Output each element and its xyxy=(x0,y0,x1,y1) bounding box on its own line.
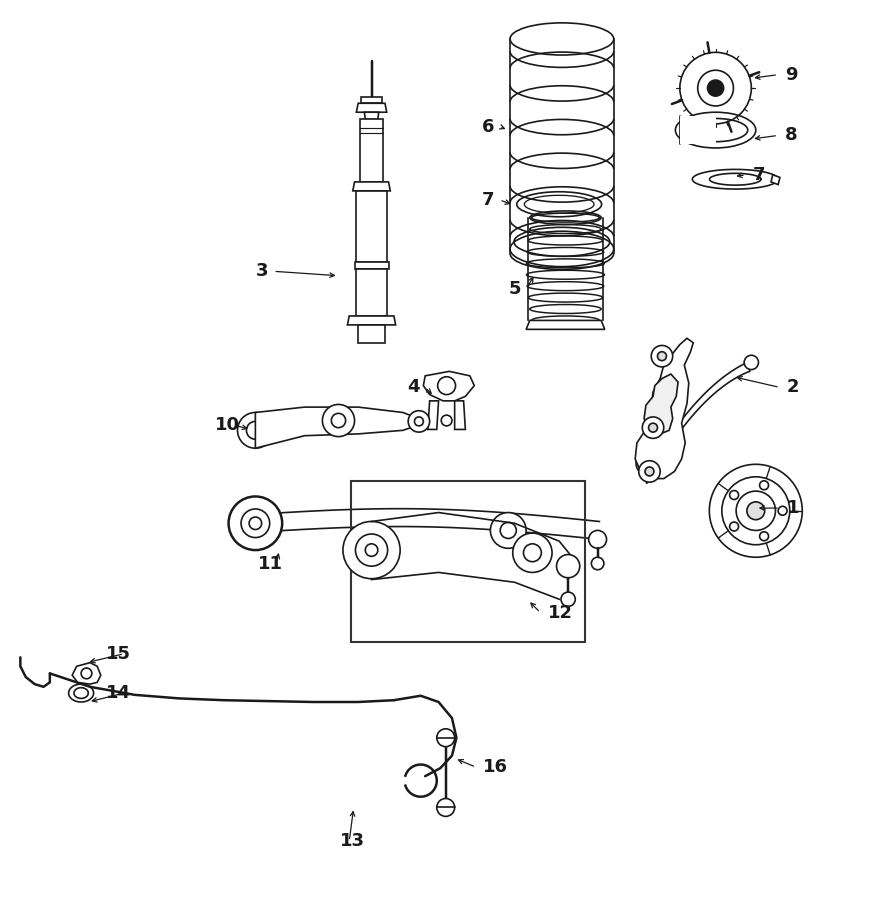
Circle shape xyxy=(657,352,666,361)
Circle shape xyxy=(523,544,541,562)
Circle shape xyxy=(512,533,552,572)
Text: 13: 13 xyxy=(340,832,365,850)
Polygon shape xyxy=(364,112,378,120)
Circle shape xyxy=(355,534,387,566)
Polygon shape xyxy=(454,400,465,429)
Polygon shape xyxy=(354,262,388,269)
Circle shape xyxy=(679,52,750,124)
Text: 9: 9 xyxy=(784,66,797,84)
Circle shape xyxy=(759,532,768,541)
Text: 14: 14 xyxy=(106,684,131,702)
Text: 7: 7 xyxy=(481,191,493,209)
Circle shape xyxy=(408,410,429,432)
Circle shape xyxy=(490,513,526,548)
Polygon shape xyxy=(359,120,383,182)
Text: 11: 11 xyxy=(257,555,283,573)
Polygon shape xyxy=(347,316,395,325)
Text: 7: 7 xyxy=(752,166,764,184)
Text: 4: 4 xyxy=(407,378,419,396)
Text: 5: 5 xyxy=(508,280,520,298)
Polygon shape xyxy=(423,372,474,400)
Polygon shape xyxy=(635,338,693,479)
Circle shape xyxy=(636,452,659,475)
Polygon shape xyxy=(427,400,438,429)
Circle shape xyxy=(81,668,92,679)
Circle shape xyxy=(342,521,400,579)
Circle shape xyxy=(500,522,516,538)
Polygon shape xyxy=(770,175,779,184)
Circle shape xyxy=(436,798,454,816)
Circle shape xyxy=(638,461,660,482)
Circle shape xyxy=(437,377,455,394)
Text: 15: 15 xyxy=(106,644,131,662)
Text: 6: 6 xyxy=(481,118,493,136)
Circle shape xyxy=(556,554,579,578)
Circle shape xyxy=(365,544,377,556)
Circle shape xyxy=(746,502,763,519)
Circle shape xyxy=(709,464,801,557)
Circle shape xyxy=(414,417,423,426)
Polygon shape xyxy=(72,662,101,684)
Text: 8: 8 xyxy=(784,126,797,144)
Circle shape xyxy=(642,417,663,438)
Polygon shape xyxy=(526,320,604,329)
Polygon shape xyxy=(352,182,390,191)
Polygon shape xyxy=(356,104,386,112)
Text: 12: 12 xyxy=(547,604,572,622)
Circle shape xyxy=(645,467,654,476)
Circle shape xyxy=(331,413,345,428)
Circle shape xyxy=(707,80,723,96)
Circle shape xyxy=(588,530,606,548)
Text: 1: 1 xyxy=(786,500,798,518)
Circle shape xyxy=(441,415,451,426)
Text: 10: 10 xyxy=(215,416,240,434)
Circle shape xyxy=(322,404,354,436)
Circle shape xyxy=(721,477,789,544)
Circle shape xyxy=(729,522,738,531)
Polygon shape xyxy=(360,97,382,104)
Circle shape xyxy=(249,517,261,529)
Circle shape xyxy=(651,346,672,367)
Circle shape xyxy=(777,507,786,515)
Polygon shape xyxy=(644,374,678,434)
Circle shape xyxy=(237,412,273,448)
Circle shape xyxy=(743,356,757,370)
Circle shape xyxy=(228,497,282,550)
Text: 16: 16 xyxy=(483,758,508,776)
Polygon shape xyxy=(356,191,386,262)
Circle shape xyxy=(436,729,454,747)
Text: 3: 3 xyxy=(255,262,267,280)
Text: 2: 2 xyxy=(786,378,798,396)
Circle shape xyxy=(591,557,603,570)
Polygon shape xyxy=(255,407,418,448)
Circle shape xyxy=(648,423,657,432)
Circle shape xyxy=(240,509,269,537)
Circle shape xyxy=(729,491,738,500)
Polygon shape xyxy=(358,325,384,343)
Circle shape xyxy=(759,481,768,490)
Circle shape xyxy=(246,421,264,439)
Circle shape xyxy=(697,70,733,106)
Polygon shape xyxy=(356,269,386,316)
Polygon shape xyxy=(679,116,715,144)
Circle shape xyxy=(735,491,774,530)
Bar xyxy=(350,482,585,642)
Circle shape xyxy=(561,592,575,607)
